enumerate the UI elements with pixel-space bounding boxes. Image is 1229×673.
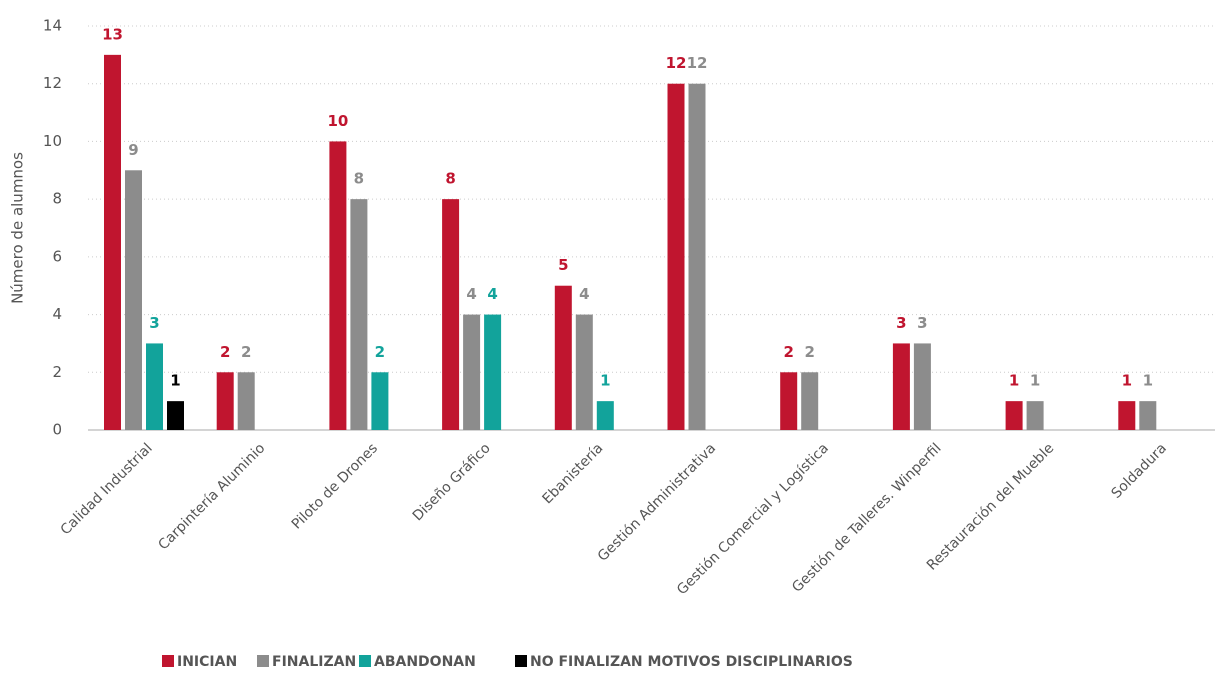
bar (801, 372, 819, 430)
bar (575, 314, 593, 430)
bar (167, 401, 184, 430)
data-label: 4 (579, 285, 589, 303)
bar (554, 285, 572, 430)
bar (216, 372, 234, 430)
x-tick-label: Gestión Administrativa (595, 440, 719, 564)
data-label: 3 (149, 314, 159, 332)
y-axis-label: Número de alumnos (9, 152, 27, 304)
data-label: 2 (783, 343, 793, 361)
y-tick-label: 12 (43, 74, 62, 92)
data-label: 3 (896, 314, 906, 332)
bar (667, 83, 685, 430)
bar (463, 314, 481, 430)
x-tick-label: Carpintería Aluminio (155, 440, 268, 553)
x-tick-label: Calidad Industrial (58, 440, 156, 538)
data-label: 4 (466, 285, 476, 303)
legend-label: FINALIZAN (272, 654, 356, 670)
legend-swatch (359, 655, 371, 667)
data-label: 8 (445, 170, 455, 188)
y-tick-label: 2 (52, 363, 62, 381)
bar (350, 199, 368, 430)
data-label: 13 (102, 25, 123, 43)
data-label: 1 (1009, 372, 1019, 390)
bar (329, 141, 347, 430)
bar (596, 401, 614, 430)
data-label: 5 (558, 256, 568, 274)
data-label: 1 (1030, 372, 1040, 390)
data-label: 10 (327, 112, 348, 130)
data-label: 12 (687, 54, 708, 72)
data-label: 2 (241, 343, 251, 361)
data-label: 12 (666, 54, 687, 72)
legend-swatch (515, 655, 527, 667)
bar (1139, 401, 1157, 430)
legend-swatch (257, 655, 269, 667)
bar (237, 372, 255, 430)
bar (146, 343, 163, 430)
x-tick-label: Restauración del Mueble (924, 440, 1057, 573)
legend-label: INICIAN (177, 654, 237, 670)
y-tick-label: 4 (52, 305, 62, 323)
data-label: 1 (600, 372, 610, 390)
y-tick-label: 10 (43, 132, 62, 150)
legend-swatch (162, 655, 174, 667)
data-label: 1 (170, 372, 180, 390)
bar (913, 343, 931, 430)
data-label: 2 (220, 343, 230, 361)
y-tick-label: 14 (43, 17, 62, 35)
bar (1005, 401, 1023, 430)
y-tick-label: 6 (52, 247, 62, 265)
bar (688, 83, 706, 430)
bar (125, 170, 142, 431)
bar (371, 372, 389, 430)
legend-label: NO FINALIZAN MOTIVOS DISCIPLINARIOS (530, 654, 853, 670)
bar (892, 343, 910, 430)
legend-label: ABANDONAN (374, 654, 476, 670)
x-tick-label: Piloto de Drones (289, 440, 381, 532)
bar (484, 314, 502, 430)
data-label: 8 (354, 170, 364, 188)
x-tick-label: Ebanistería (539, 440, 606, 507)
x-tick-label: Soldadura (1109, 440, 1170, 501)
bar (442, 199, 460, 430)
data-label: 9 (128, 141, 138, 159)
y-tick-label: 0 (52, 421, 62, 439)
y-tick-label: 8 (52, 190, 62, 208)
x-tick-label: Diseño Gráfico (410, 440, 494, 524)
data-label: 2 (375, 343, 385, 361)
data-label: 3 (917, 314, 927, 332)
bar (1118, 401, 1136, 430)
bar (104, 54, 121, 430)
data-label: 2 (804, 343, 814, 361)
bar (1026, 401, 1044, 430)
data-label: 4 (487, 285, 497, 303)
bar (780, 372, 798, 430)
data-label: 1 (1143, 372, 1153, 390)
data-label: 1 (1122, 372, 1132, 390)
